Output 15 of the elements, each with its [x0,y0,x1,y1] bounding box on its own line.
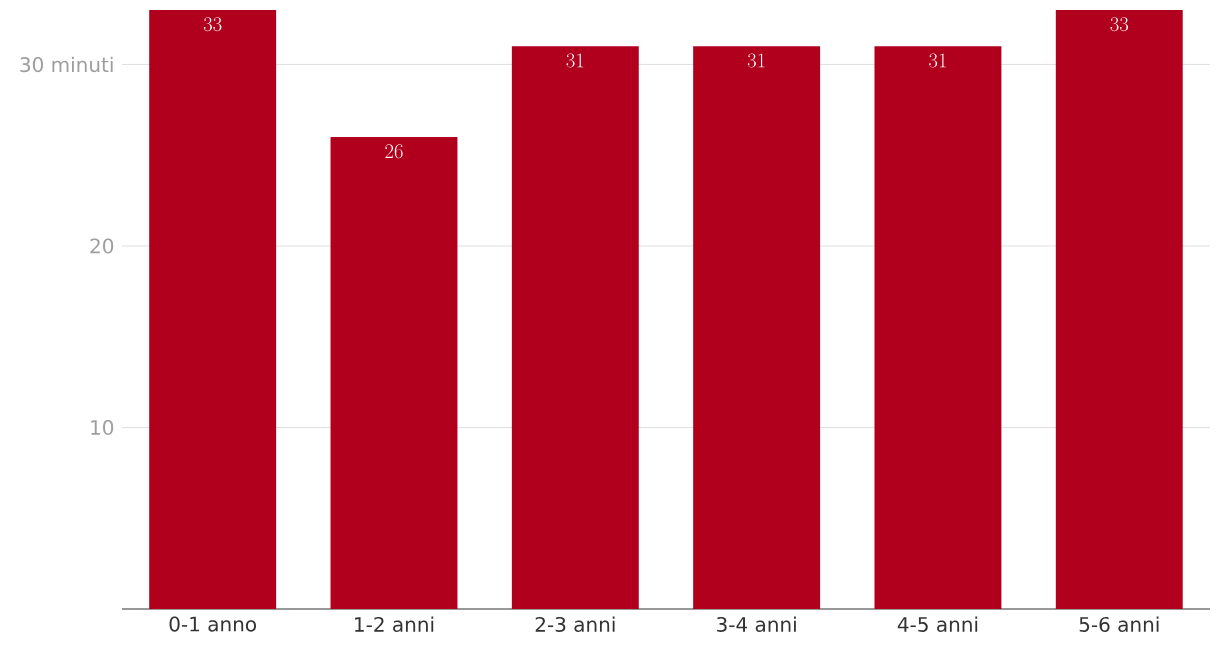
x-tick-label: 1-2 anni [355,616,434,632]
data-label: 31 [566,53,584,68]
data-label: 26 [385,144,403,159]
y-tick-label: 10 [91,419,114,436]
data-label: 33 [1110,17,1129,32]
data-label: 31 [929,53,946,68]
x-tick-label: 2-3 anni [535,616,615,632]
y-tick-label: 30 minuti [20,56,113,73]
y-tick-label: 20 [90,238,114,254]
data-label: 33 [203,17,222,32]
data-label: 31 [747,53,765,68]
x-tick-label: 4-5 anni [897,616,978,632]
x-tick-label: 3-4 anni [717,616,796,632]
x-tick-label: 0-1 anno [169,616,256,632]
x-tick-label: 5-6 anni [1079,616,1159,632]
